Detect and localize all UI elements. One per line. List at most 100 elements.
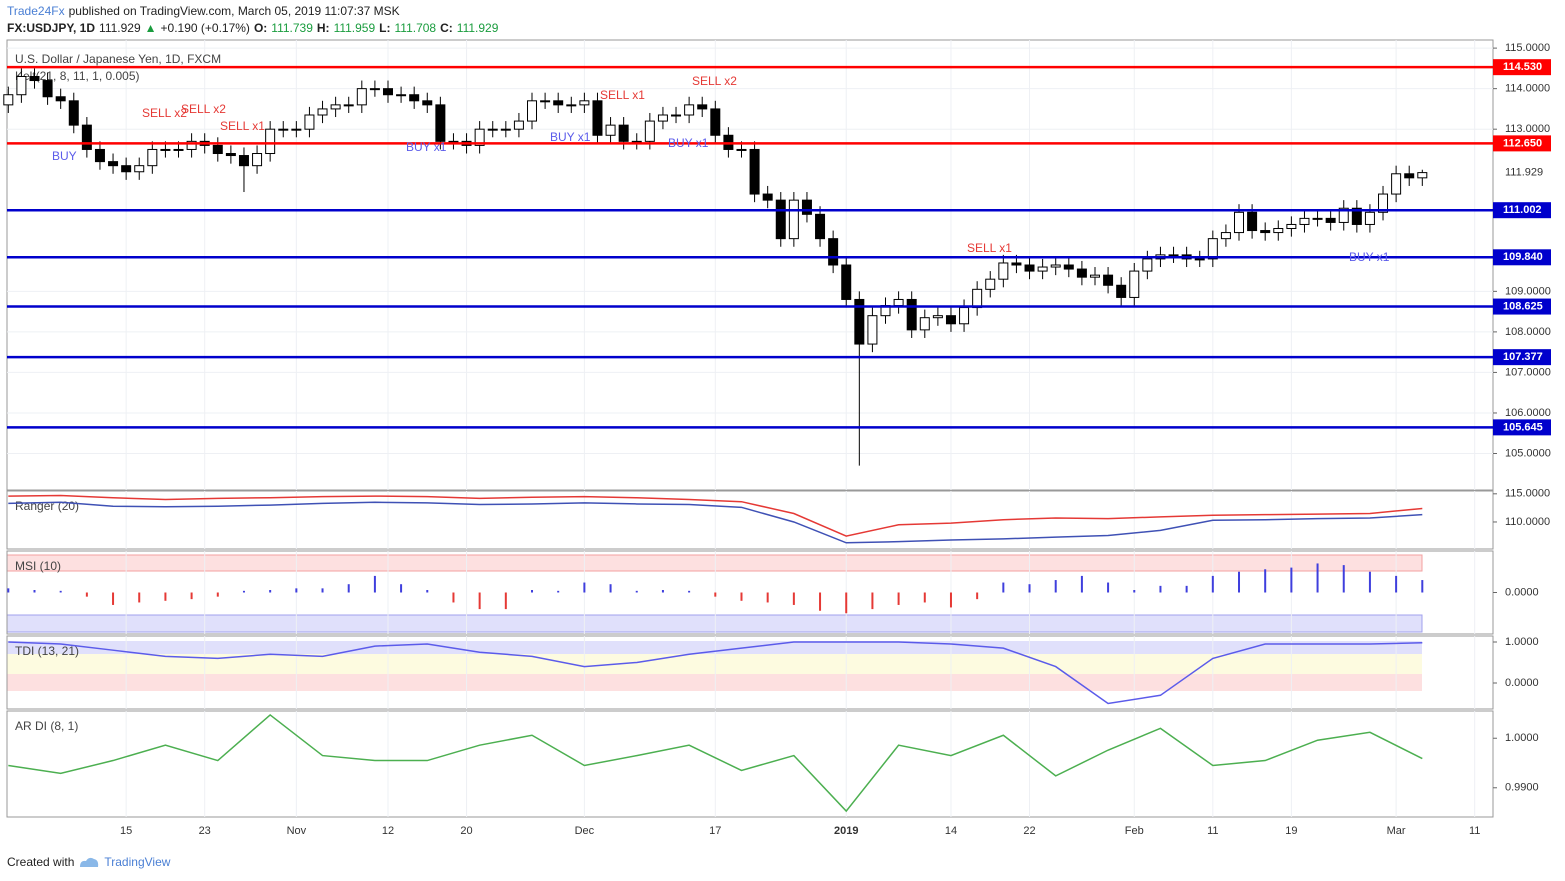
candle-body — [540, 100, 551, 103]
candle-body — [513, 120, 524, 130]
histogram-bar — [1054, 580, 1057, 593]
histogram-bar — [59, 590, 62, 593]
candle-body — [553, 100, 564, 106]
candle-body — [959, 307, 970, 325]
level-label: 111.002 — [1503, 204, 1542, 216]
histogram-bar — [1316, 563, 1319, 593]
histogram-bar — [740, 592, 743, 601]
level-tag — [1493, 135, 1551, 152]
histogram-bar — [1290, 567, 1293, 593]
histogram-bar — [1080, 575, 1083, 593]
histogram-bar — [792, 592, 795, 605]
candle-body — [1286, 223, 1297, 230]
level-tag — [1493, 349, 1551, 366]
symbol-line: FX:USDJPY, 1D 111.929 ▲ +0.190 (+0.17%) … — [7, 21, 498, 35]
y-tick-label: 1.0000 — [1505, 732, 1539, 744]
signal-annotation: SELL x1 — [967, 241, 1012, 255]
histogram-bar — [1395, 575, 1398, 593]
candle-body — [1168, 254, 1179, 257]
candle-body — [1116, 284, 1127, 298]
candle-body — [919, 317, 930, 331]
brand[interactable]: TradingView — [104, 855, 171, 869]
histogram-bar — [190, 592, 193, 600]
candle-body — [1260, 230, 1271, 234]
candle-body — [906, 298, 917, 331]
ohlc-key: O: — [253, 21, 268, 35]
y-tick-label: 109.0000 — [1505, 285, 1551, 297]
candle-body — [225, 153, 236, 157]
histogram-bar — [1133, 590, 1136, 593]
candle-body — [1378, 193, 1389, 213]
candle-body — [1024, 264, 1035, 272]
level-label: 108.625 — [1503, 300, 1543, 312]
histogram-bar — [85, 592, 88, 597]
x-tick-label: 15 — [120, 825, 132, 837]
candle-body — [801, 199, 812, 215]
indicator-label: Kelt(21, 8, 11, 1, 0.005) — [15, 69, 140, 83]
candle-body — [749, 148, 760, 195]
candle-body — [1247, 211, 1258, 232]
candle-body — [16, 75, 27, 96]
candle-body — [1273, 228, 1284, 234]
signal-annotation: BUY x1 — [550, 130, 591, 144]
histogram-bar — [531, 590, 534, 593]
candle-body — [1194, 258, 1205, 261]
created-with: Created with — [7, 855, 75, 869]
histogram-bar — [714, 592, 717, 597]
signal-annotation: SELL x1 — [220, 119, 265, 133]
ohlc-value: 111.739 — [271, 21, 313, 35]
histogram-bar — [138, 592, 141, 603]
candle-body — [55, 96, 66, 102]
published-info: published on TradingView.com, March 05, … — [68, 4, 400, 18]
candle-body — [618, 124, 629, 142]
ohlc-value: 111.708 — [394, 21, 437, 35]
histogram-bar — [1368, 571, 1371, 593]
level-label: 114.530 — [1503, 61, 1542, 73]
histogram-bar — [949, 592, 952, 608]
histogram-bar — [269, 590, 272, 593]
candle-body — [304, 114, 315, 130]
price: 111.929 — [99, 21, 141, 35]
candle-body — [828, 238, 839, 266]
histogram-bar — [1211, 575, 1214, 593]
histogram-bar — [1159, 585, 1162, 593]
histogram-bar — [112, 592, 115, 605]
candle-body — [1063, 264, 1074, 270]
logo — [80, 857, 99, 867]
candle-body — [762, 193, 773, 201]
candle-body — [566, 104, 577, 107]
level-label: 112.650 — [1503, 137, 1542, 149]
candle-body — [527, 100, 538, 122]
candle-body — [81, 124, 92, 150]
x-tick-label: 11 — [1469, 825, 1480, 837]
candle-body — [710, 108, 721, 136]
y-tick-label: 105.0000 — [1505, 447, 1551, 459]
indicator-line — [8, 494, 1423, 537]
last-price-label: 111.929 — [1505, 167, 1543, 179]
candle-body — [330, 104, 341, 110]
candle-body — [134, 165, 145, 173]
candle-body — [291, 128, 302, 131]
histogram-bar — [609, 584, 612, 593]
candle-body — [985, 278, 996, 290]
histogram-bar — [1002, 582, 1005, 593]
level-label: 109.840 — [1503, 251, 1543, 263]
histogram-bar — [661, 590, 664, 593]
panel-frame — [6, 710, 1494, 818]
x-tick-label: 20 — [460, 825, 472, 837]
candle-body — [238, 155, 249, 167]
publisher[interactable]: Trade24Fx — [7, 4, 65, 18]
panel-title: U.S. Dollar / Japanese Yen, 1D, FXCM — [15, 52, 221, 66]
candle-body — [1351, 207, 1362, 225]
candle-body — [1207, 238, 1218, 260]
candle-body — [160, 148, 171, 151]
ohlc-value: 111.959 — [333, 21, 376, 35]
histogram-bar — [164, 592, 167, 601]
histogram-bar — [845, 592, 848, 614]
histogram-bar — [557, 590, 560, 593]
histogram-bar — [7, 588, 10, 593]
candle-body — [422, 100, 433, 106]
x-tick-label: Dec — [575, 825, 595, 837]
